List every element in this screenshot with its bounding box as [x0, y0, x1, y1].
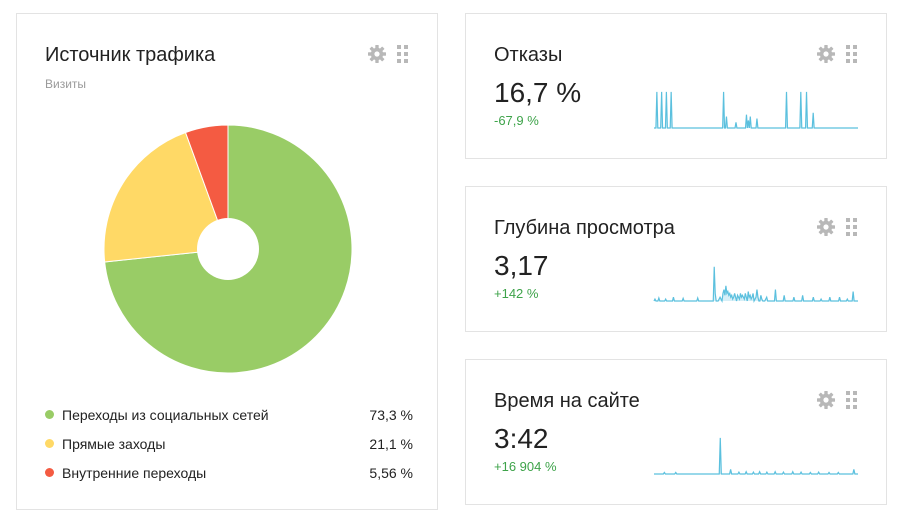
time-sparkline: [654, 437, 858, 475]
legend-label: Прямые заходы: [62, 435, 166, 452]
bounce-rate-widget: Отказы 16,7 % -67,9 %: [465, 13, 887, 159]
metric-value: 3:42: [494, 423, 549, 454]
donut-svg: [103, 124, 353, 374]
time-on-site-widget: Время на сайте 3:42 +16 904: [465, 359, 887, 505]
legend-item[interactable]: Прямые заходы 21,1 %: [45, 429, 413, 458]
metric-value: 3,17: [494, 250, 549, 281]
gear-icon[interactable]: [367, 44, 387, 64]
bounce-sparkline: [654, 91, 858, 129]
widget-title: Источник трафика: [45, 44, 216, 66]
widget-tools: [816, 390, 858, 410]
pie-slice[interactable]: [184, 124, 229, 250]
page-depth-widget: Глубина просмотра 3,17 +142: [465, 186, 887, 332]
sparkline-line: [653, 266, 858, 304]
legend-value: 5,56 %: [369, 464, 413, 481]
legend-label: Внутренние переходы: [62, 464, 207, 481]
legend-item[interactable]: Переходы из социальных сетей 73,3 %: [45, 400, 413, 429]
widget-tools: [816, 217, 858, 237]
drag-handle-icon[interactable]: [846, 44, 858, 64]
donut-hole: [197, 218, 259, 280]
drag-handle-icon[interactable]: [846, 390, 858, 410]
legend-item[interactable]: Внутренние переходы 5,56 %: [45, 458, 413, 487]
widget-subtitle: Визиты: [45, 77, 87, 91]
legend-value: 73,3 %: [369, 406, 413, 423]
legend-color-dot: [45, 439, 54, 448]
widget-title: Отказы: [494, 44, 563, 66]
widget-title: Глубина просмотра: [494, 217, 675, 239]
sparkline-line: [654, 91, 858, 129]
widget-tools: [816, 44, 858, 64]
metric-change: +142 %: [494, 286, 539, 301]
metric-change: +16 904 %: [494, 459, 557, 474]
widget-tools: [367, 44, 409, 64]
legend-label: Переходы из социальных сетей: [62, 406, 269, 423]
gear-icon[interactable]: [816, 44, 836, 64]
depth-sparkline: [653, 266, 858, 304]
legend-color-dot: [45, 410, 54, 419]
sparkline-area: [654, 437, 858, 474]
legend-value: 21,1 %: [369, 435, 413, 452]
chart-legend: Переходы из социальных сетей 73,3 % Прямые…: [45, 400, 413, 487]
legend-color-dot: [45, 468, 54, 477]
sparkline-line: [654, 437, 858, 475]
traffic-donut-chart: [103, 124, 353, 374]
gear-icon[interactable]: [816, 390, 836, 410]
widget-title: Время на сайте: [494, 390, 640, 412]
traffic-source-widget: Источник трафика Визиты: [16, 13, 438, 510]
gear-icon[interactable]: [816, 217, 836, 237]
drag-handle-icon[interactable]: [846, 217, 858, 237]
metric-change: -67,9 %: [494, 113, 539, 128]
drag-handle-icon[interactable]: [397, 44, 409, 64]
metric-value: 16,7 %: [494, 77, 582, 108]
